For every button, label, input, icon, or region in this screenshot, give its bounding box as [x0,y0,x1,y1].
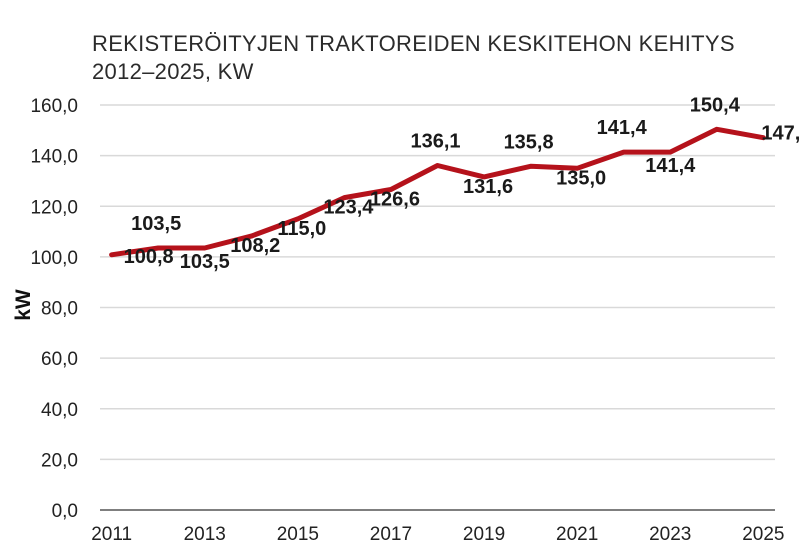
y-axis-label: kW [12,289,35,321]
series [109,126,766,258]
data-label: 131,6 [463,176,513,198]
data-label: 126,6 [370,189,420,211]
data-label: 115,0 [277,218,326,240]
data-label: 141,4 [597,117,648,139]
data-label: 136,1 [410,130,460,152]
y-tick-label: 40,0 [41,400,78,421]
x-tick-label: 2015 [277,524,319,545]
gridlines [100,104,775,511]
data-label: 135,8 [504,131,554,153]
y-tick-label: 100,0 [30,248,78,269]
y-axis-ticks: 0,0 20,0 40,0 60,0 80,0 100,0 120,0 140,0 160,0 [30,96,78,522]
y-tick-label: 0,0 [52,501,78,522]
x-tick-label: 2025 [742,524,784,545]
data-label: 123,4 [323,197,374,219]
chart-subtitle: 2012–2025, KW [92,59,254,84]
data-label: 103,5 [131,213,181,235]
y-tick-label: 160,0 [30,96,78,117]
data-label: 108,2 [230,235,280,257]
data-labels: 100,8103,5103,5108,2115,0123,4126,6136,1… [124,94,800,273]
chart-title: REKISTERÖITYJEN TRAKTOREIDEN KESKITEHON … [92,31,735,56]
x-tick-label: 2021 [556,524,598,545]
data-label: 103,5 [180,251,230,273]
x-tick-label: 2013 [184,524,226,545]
y-tick-label: 20,0 [41,450,78,471]
x-tick-label: 2019 [463,524,505,545]
x-tick-label: 2011 [91,524,132,545]
x-tick-label: 2017 [370,524,412,545]
data-label: 150,4 [690,94,741,116]
y-tick-label: 60,0 [41,349,78,370]
x-axis-ticks: 2011 2013 2015 2017 2019 2021 2023 2025 [91,524,784,545]
y-tick-label: 80,0 [41,299,78,320]
series-line [109,126,766,258]
y-tick-label: 140,0 [30,147,78,168]
y-tick-label: 120,0 [30,197,78,218]
data-label: 100,8 [124,246,174,268]
data-label: 141,4 [645,155,696,177]
data-label: 147,1 [761,123,800,145]
data-label: 135,0 [556,167,606,189]
x-tick-label: 2023 [649,524,691,545]
